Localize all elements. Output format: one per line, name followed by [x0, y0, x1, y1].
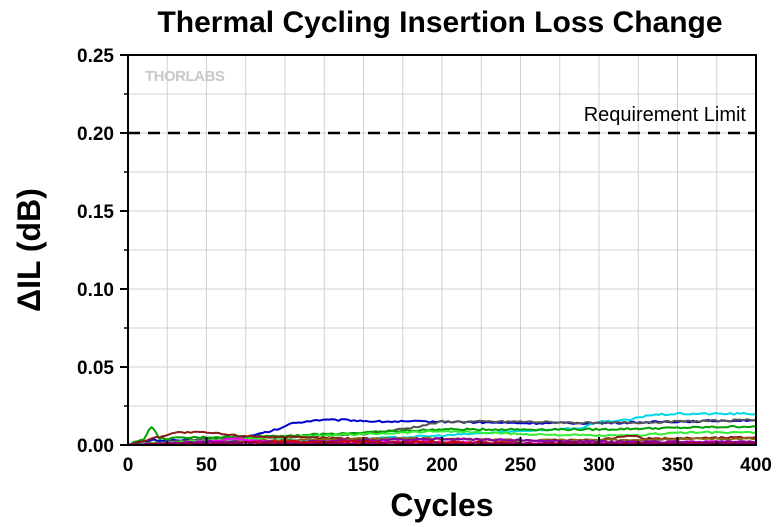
requirement-limit-label: Requirement Limit: [584, 104, 747, 126]
y-tick-label: 0.00: [77, 436, 114, 457]
x-tick-label: 100: [269, 455, 301, 476]
x-tick-label: 150: [348, 455, 380, 476]
x-tick-label: 50: [196, 455, 217, 476]
y-tick-label: 0.15: [77, 202, 114, 223]
x-tick-label: 250: [505, 455, 537, 476]
series-line: [128, 429, 757, 446]
y-axis-label: ΔIL (dB): [11, 188, 47, 312]
axes: 0 50 100 150 200 250 300 350 400 0.00 0.05 0.10 0.15…: [77, 46, 772, 476]
x-tick-label: 300: [583, 455, 615, 476]
y-tick-label: 0.05: [77, 358, 114, 379]
y-tick-label: 0.25: [77, 46, 114, 67]
x-tick-label: 0: [123, 455, 134, 476]
y-tick-label: 0.10: [77, 280, 114, 301]
series-line: [127, 425, 757, 446]
watermark-logo: THORLABS: [145, 68, 225, 85]
x-tick-label: 200: [426, 455, 458, 476]
x-tick-label: 350: [662, 455, 694, 476]
chart-title: Thermal Cycling Insertion Loss Change: [157, 6, 722, 39]
y-tick-label: 0.20: [77, 124, 114, 145]
x-tick-label: 400: [740, 455, 772, 476]
x-axis-label: Cycles: [390, 487, 493, 523]
